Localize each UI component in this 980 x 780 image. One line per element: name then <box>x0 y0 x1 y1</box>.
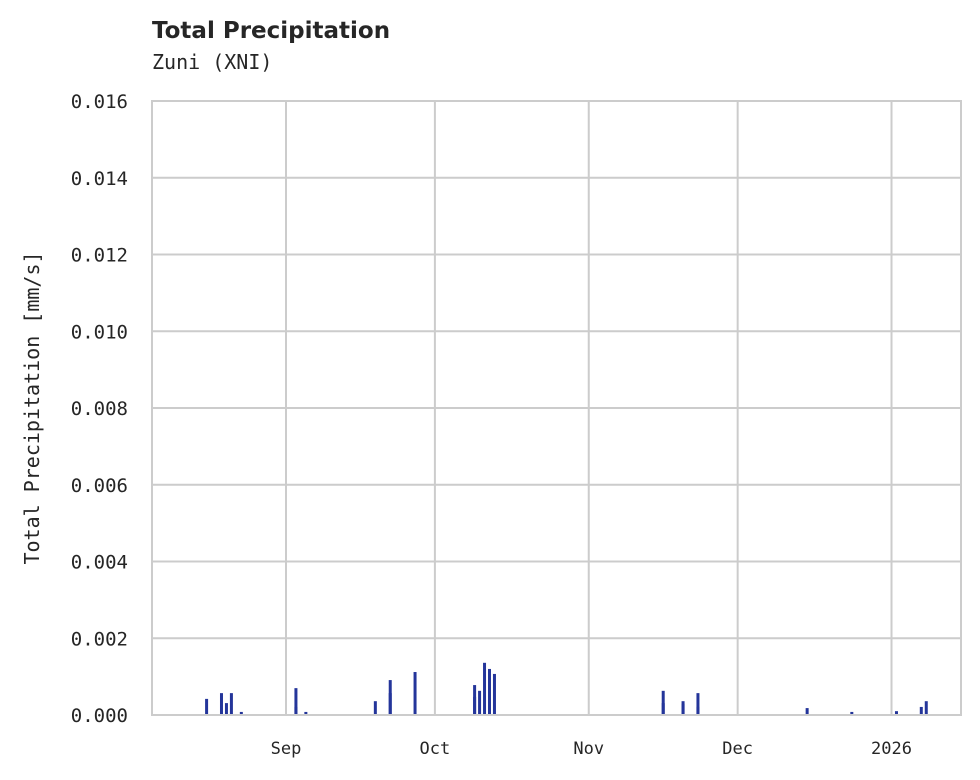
precipitation-bar <box>919 706 923 715</box>
precipitation-bar <box>205 698 209 715</box>
precipitation-bar <box>696 693 700 715</box>
precipitation-bar <box>388 693 392 715</box>
precipitation-bar <box>413 672 417 715</box>
precipitation-bar <box>487 668 491 715</box>
chart-subtitle: Zuni (XNI) <box>152 50 273 74</box>
precipitation-bar <box>661 690 665 715</box>
y-tick-label: 0.000 <box>71 705 128 727</box>
precipitation-bar <box>219 693 223 715</box>
precipitation-bar <box>492 673 496 715</box>
precipitation-bar <box>304 711 308 715</box>
y-tick-label: 0.010 <box>71 321 128 343</box>
precipitation-bar <box>478 690 482 715</box>
precipitation-bar <box>924 701 928 715</box>
x-tick-label: 2026 <box>871 739 912 759</box>
y-tick-label: 0.002 <box>71 628 128 650</box>
y-tick-label: 0.014 <box>71 168 128 190</box>
plot-frame <box>151 100 962 716</box>
precipitation-bar <box>294 688 298 715</box>
x-tick-label: Oct <box>420 739 451 759</box>
bar-series <box>205 662 928 715</box>
y-tick-label: 0.004 <box>71 552 128 574</box>
precipitation-bar <box>483 662 487 715</box>
x-axis-ticks: Sep Oct Nov Dec 2026 <box>271 739 912 759</box>
precipitation-bar <box>373 701 377 715</box>
chart-title: Total Precipitation <box>152 18 391 44</box>
precipitation-bar <box>224 703 228 715</box>
x-tick-label: Sep <box>271 739 302 759</box>
y-tick-label: 0.006 <box>71 475 128 497</box>
precipitation-bar <box>229 693 233 715</box>
precipitation-bar <box>473 696 477 715</box>
precipitation-bar <box>894 711 898 715</box>
y-tick-label: 0.016 <box>71 91 128 113</box>
y-tick-label: 0.008 <box>71 398 128 420</box>
precipitation-bar <box>805 708 809 715</box>
y-axis-ticks: 0.000 0.002 0.004 0.006 0.008 0.010 0.012 0.014… <box>71 91 128 727</box>
grid-lines <box>152 100 961 716</box>
precipitation-bar <box>696 706 700 715</box>
y-tick-label: 0.012 <box>71 245 128 267</box>
x-tick-label: Dec <box>722 739 753 759</box>
precipitation-bar <box>239 711 243 715</box>
precipitation-bar <box>850 711 854 715</box>
precipitation-bar <box>681 701 685 715</box>
x-tick-label: Nov <box>573 739 604 759</box>
